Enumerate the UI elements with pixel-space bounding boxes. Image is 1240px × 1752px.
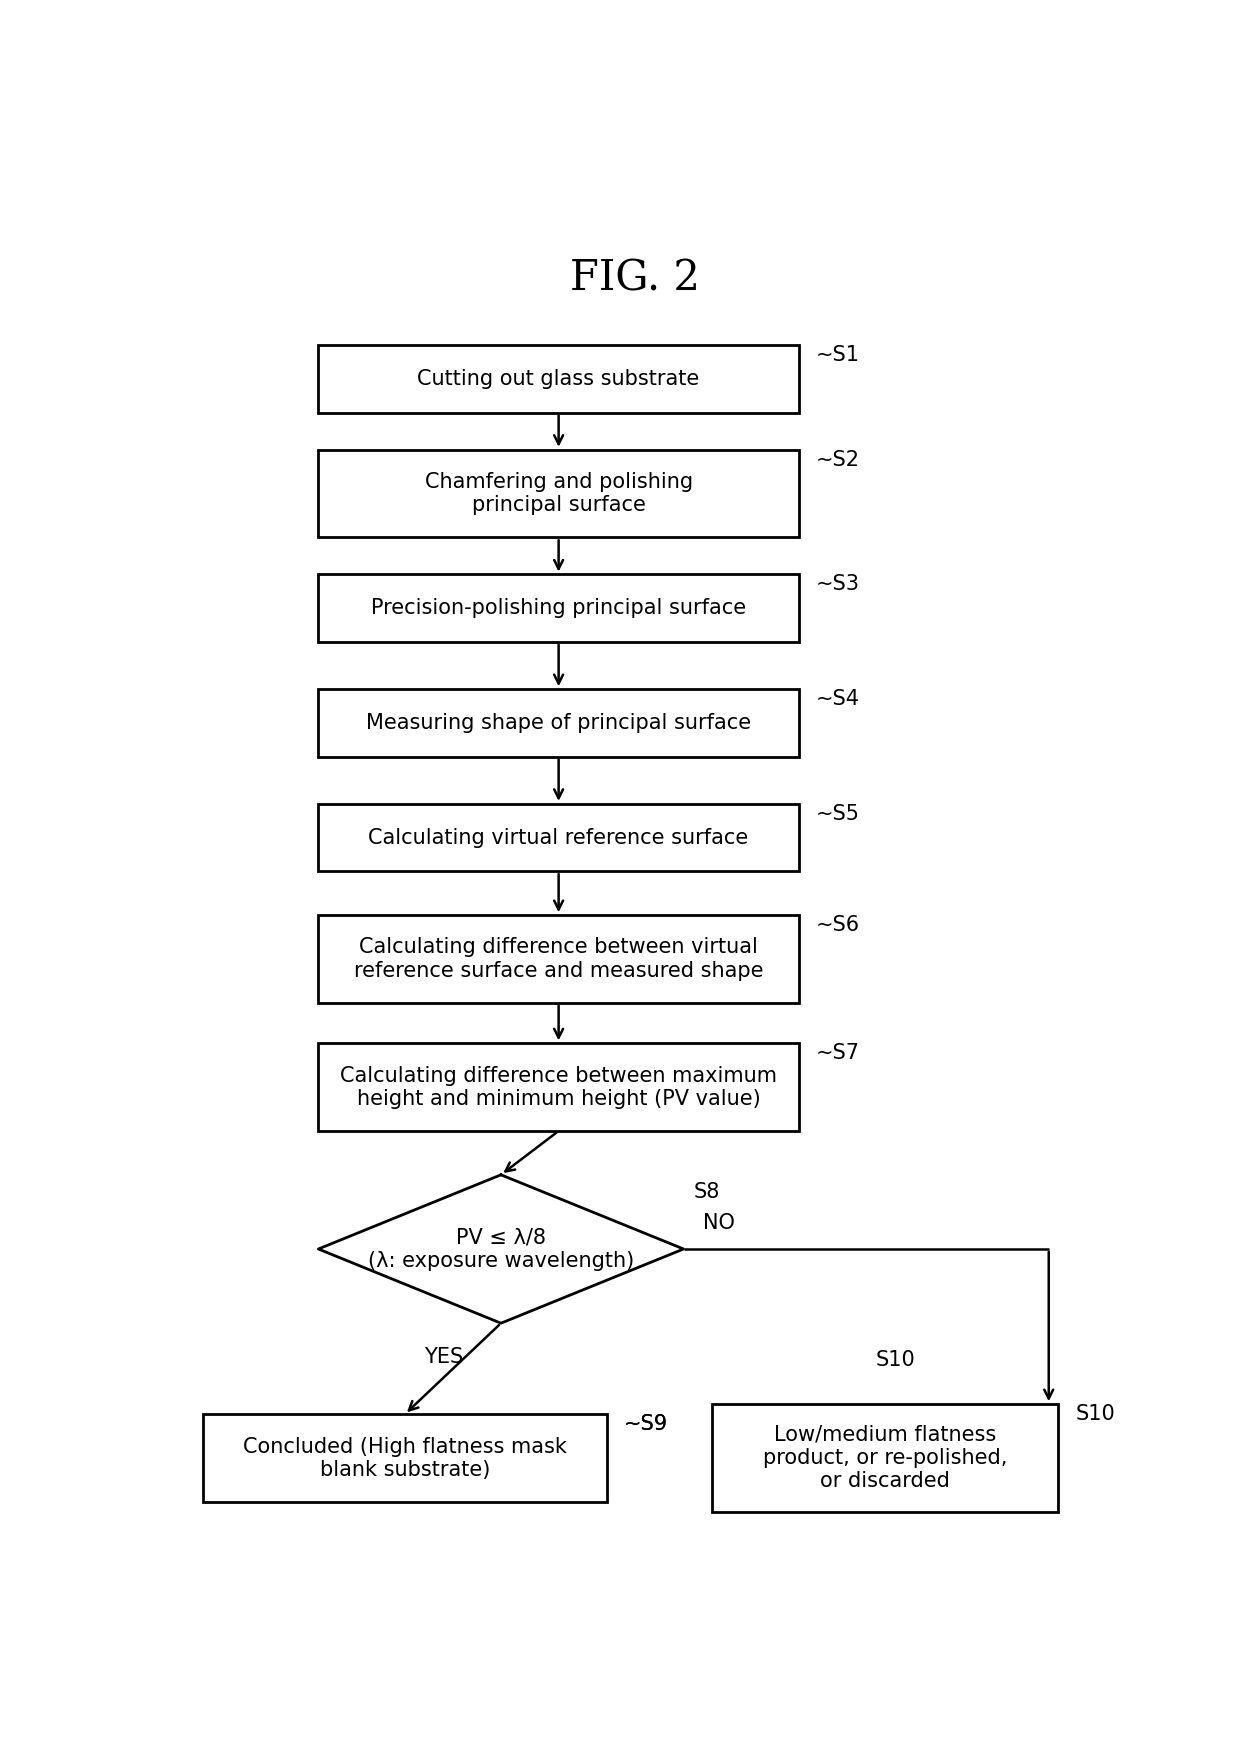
Text: ~S2: ~S2 [816, 450, 861, 470]
Text: NO: NO [703, 1212, 734, 1233]
Text: ~S9: ~S9 [624, 1414, 668, 1435]
Text: ~S9: ~S9 [624, 1414, 668, 1435]
Text: Cutting out glass substrate: Cutting out glass substrate [418, 370, 699, 389]
Bar [319, 575, 799, 641]
Text: Calculating difference between virtual
reference surface and measured shape: Calculating difference between virtual r… [353, 937, 764, 981]
Text: S8: S8 [693, 1181, 719, 1202]
Text: Precision-polishing principal surface: Precision-polishing principal surface [371, 597, 746, 618]
Text: S10: S10 [875, 1351, 915, 1370]
Text: PV ≤ λ/8
(λ: exposure wavelength): PV ≤ λ/8 (λ: exposure wavelength) [368, 1228, 634, 1270]
Bar [319, 689, 799, 757]
Text: ~S6: ~S6 [816, 915, 861, 936]
Bar [713, 1403, 1059, 1512]
Text: ~S5: ~S5 [816, 804, 861, 823]
Text: Concluded (High flatness mask
blank substrate): Concluded (High flatness mask blank subs… [243, 1437, 567, 1480]
Text: ~S7: ~S7 [816, 1042, 861, 1063]
Text: Calculating difference between maximum
height and minimum height (PV value): Calculating difference between maximum h… [340, 1065, 777, 1109]
Text: Calculating virtual reference surface: Calculating virtual reference surface [368, 827, 749, 848]
Bar [319, 450, 799, 538]
Text: Chamfering and polishing
principal surface: Chamfering and polishing principal surfa… [424, 471, 693, 515]
Text: YES: YES [424, 1347, 463, 1368]
Bar [203, 1414, 606, 1501]
Bar [319, 804, 799, 871]
Text: Measuring shape of principal surface: Measuring shape of principal surface [366, 713, 751, 732]
Text: ~S1: ~S1 [816, 345, 861, 364]
Text: FIG. 2: FIG. 2 [570, 258, 701, 300]
Text: ~S3: ~S3 [816, 575, 861, 594]
Bar [319, 345, 799, 413]
Text: Low/medium flatness
product, or re-polished,
or discarded: Low/medium flatness product, or re-polis… [763, 1424, 1008, 1491]
Bar [319, 915, 799, 1002]
Text: ~S4: ~S4 [816, 689, 861, 710]
Text: S10: S10 [1075, 1403, 1116, 1424]
Bar [319, 1042, 799, 1132]
